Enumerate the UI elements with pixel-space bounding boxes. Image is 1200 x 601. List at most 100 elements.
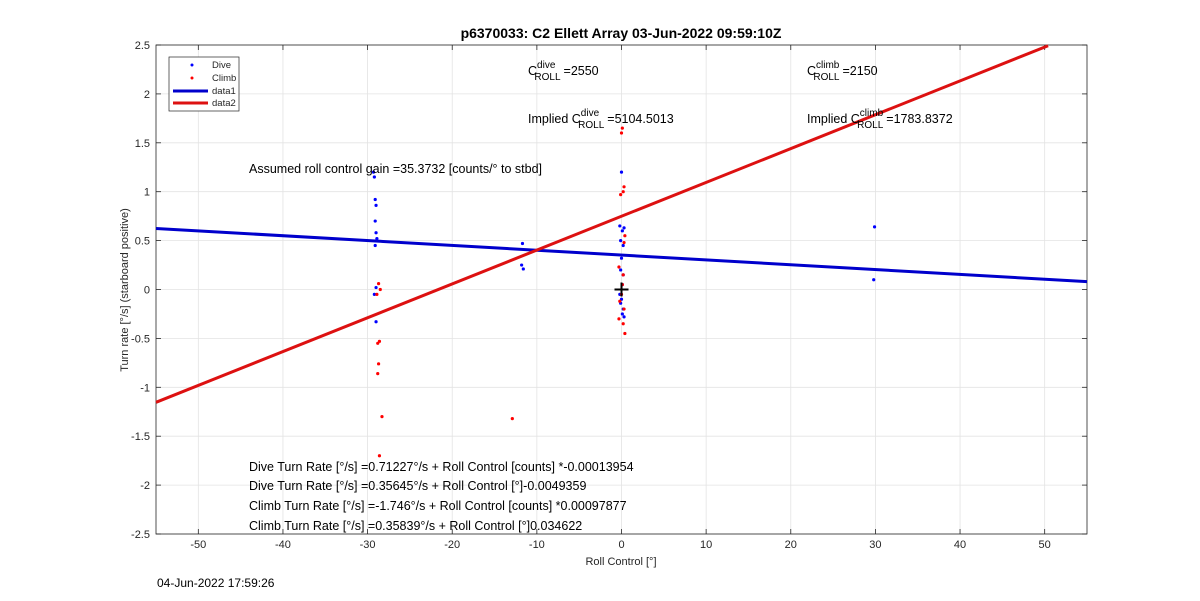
dive-point: [622, 315, 626, 319]
climb-point: [377, 454, 382, 458]
dive-point: [374, 203, 378, 207]
implied-climb-prefix: Implied C: [807, 112, 860, 126]
x-axis-label: Roll Control [°]: [585, 556, 656, 568]
y-axis-label: Turn rate [°/s] (starboard positive): [119, 208, 131, 372]
climb-point: [622, 240, 626, 245]
climb-point: [376, 362, 381, 366]
c-dive-sub: ROLL: [534, 72, 561, 83]
data1-fit-line: [155, 226, 1088, 284]
dive-point: [373, 243, 377, 248]
c-dive-sup: dive: [537, 60, 556, 71]
dive-point: [520, 263, 524, 267]
legend: Dive Climb data1 data2: [168, 56, 240, 112]
climb-point: [623, 331, 627, 336]
climb-point: [510, 416, 514, 421]
assumed-gain-annotation: Assumed roll control gain =35.3732 [coun…: [249, 162, 542, 176]
dive-point: [619, 170, 624, 174]
climb-point: [617, 317, 621, 321]
climb-equation-degrees: Climb Turn Rate [°/s] =0.35839°/s + Roll…: [249, 519, 582, 533]
climb-point: [620, 126, 624, 130]
legend-data1-label: data1: [212, 86, 236, 97]
climb-point: [619, 193, 623, 197]
c-climb-sub: ROLL: [813, 72, 840, 83]
tick-labels: -50 -40 -30 -20 -10 0 10 20 30 40 50-2.5-2-1.5-1-0…: [131, 40, 1087, 551]
x-tick-label: -50: [190, 539, 206, 551]
implied-dive-prefix: Implied C: [528, 112, 581, 126]
y-tick-label: 2: [144, 89, 150, 101]
x-tick-label: 20: [785, 539, 797, 551]
dive-point: [619, 256, 624, 260]
dive-point: [371, 170, 376, 174]
y-tick-label: -2: [140, 480, 150, 492]
dive-point: [521, 267, 525, 271]
climb-point: [375, 292, 379, 296]
climb-point: [617, 265, 621, 269]
x-tick-label: 50: [1039, 539, 1051, 551]
climb-point: [618, 299, 622, 303]
data2-fit-line: [155, 44, 1049, 404]
legend-dive-marker: [190, 63, 194, 67]
climb-point: [619, 131, 624, 135]
climb-equation-counts: Climb Turn Rate [°/s] =-1.746°/s + Roll …: [249, 499, 627, 513]
dive-point: [374, 231, 378, 235]
legend-climb-marker: [190, 76, 194, 80]
dive-point: [620, 312, 624, 316]
x-tick-label: -20: [444, 539, 460, 551]
implied-climb-annotation: Implied Cclimb ROLL =1783.8372: [807, 108, 953, 131]
y-tick-label: 2.5: [135, 40, 150, 52]
dive-point: [373, 219, 377, 223]
climb-point: [378, 287, 382, 292]
climb-point: [621, 190, 625, 194]
dive-point: [373, 197, 377, 202]
climb-point: [380, 415, 384, 419]
implied-climb-sub: ROLL: [857, 120, 884, 131]
dive-point: [619, 239, 623, 243]
data-marks: [155, 44, 1088, 458]
x-tick-label: 0: [618, 539, 624, 551]
climb-point: [376, 282, 381, 286]
climb-point: [622, 185, 626, 189]
dive-point: [622, 226, 626, 230]
legend-dive-label: Dive: [212, 60, 231, 71]
climb-point: [621, 322, 625, 326]
y-tick-label: -1.5: [131, 431, 150, 443]
footer-timestamp: 04-Jun-2022 17:59:26: [157, 576, 275, 590]
y-tick-label: 1.5: [135, 138, 150, 150]
dive-equation-degrees: Dive Turn Rate [°/s] =0.35645°/s + Roll …: [249, 479, 586, 493]
y-tick-label: 0.5: [135, 236, 150, 248]
implied-climb-value: =1783.8372: [886, 112, 952, 126]
dive-point: [372, 175, 376, 179]
implied-dive-value: =5104.5013: [607, 112, 673, 126]
y-tick-label: -2.5: [131, 529, 150, 541]
climb-point: [622, 307, 626, 311]
implied-dive-annotation: Implied Cdive ROLL =5104.5013: [528, 108, 674, 131]
dive-point: [621, 243, 625, 248]
c-climb-sup: climb: [816, 60, 840, 71]
dive-point: [872, 278, 876, 282]
dive-point: [872, 225, 877, 229]
chart-title: p6370033: C2 Ellett Array 03-Jun-2022 09…: [461, 25, 782, 41]
c-climb-prefix: C: [807, 64, 816, 78]
implied-dive-sub: ROLL: [578, 120, 605, 131]
c-climb-annotation: Cclimb ROLL =2150: [807, 60, 878, 83]
legend-climb-label: Climb: [212, 73, 236, 84]
c-dive-prefix: C: [528, 64, 537, 78]
x-tick-label: -30: [360, 539, 376, 551]
x-tick-label: 10: [700, 539, 712, 551]
dive-point: [375, 237, 379, 241]
y-tick-label: 0: [144, 285, 150, 297]
climb-point: [621, 273, 625, 277]
c-dive-value: =2550: [564, 64, 599, 78]
c-climb-value: =2150: [843, 64, 878, 78]
dive-point: [372, 292, 376, 296]
dive-point: [374, 285, 378, 290]
x-tick-label: 30: [869, 539, 881, 551]
c-dive-annotation: Cdive ROLL =2550: [528, 60, 599, 83]
dive-point: [374, 320, 378, 324]
dive-point: [619, 268, 623, 272]
dive-equation-counts: Dive Turn Rate [°/s] =0.71227°/s + Roll …: [249, 460, 634, 474]
y-tick-label: -1: [140, 382, 150, 394]
implied-climb-sup: climb: [860, 108, 884, 119]
x-tick-label: -10: [529, 539, 545, 551]
